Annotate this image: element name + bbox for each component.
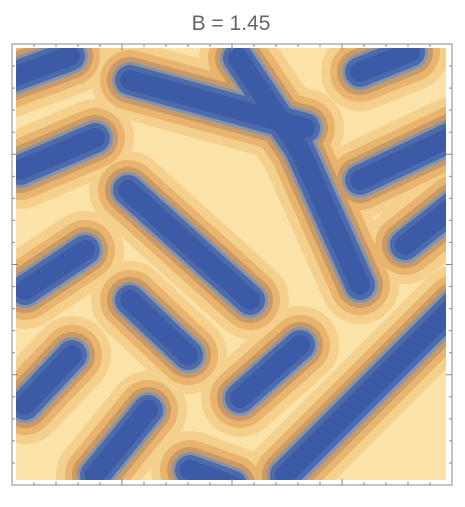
contour-field	[16, 48, 446, 480]
frame-ticks	[11, 43, 453, 486]
chart-title: B = 1.45	[192, 12, 271, 35]
